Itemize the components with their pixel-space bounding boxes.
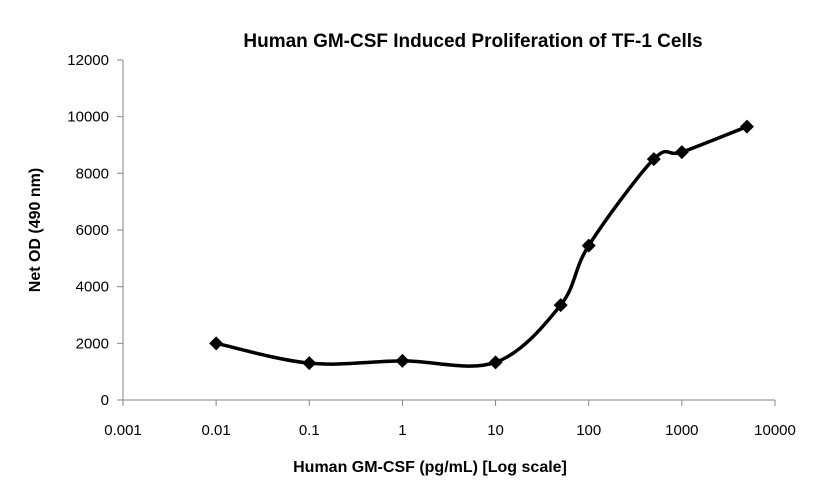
x-tick-label: 0.1 (299, 422, 320, 439)
series-line (215, 124, 748, 368)
x-tick-label: 10 (487, 422, 504, 439)
y-tick-label: 0 (101, 392, 109, 409)
x-axis-label: Human GM-CSF (pg/mL) [Log scale] (293, 459, 567, 476)
series (209, 119, 754, 371)
data-point (395, 353, 410, 368)
ticks: 0 2000 4000 6000 8000 10000 12000 0.001 0.01 0.1 1… (67, 52, 796, 439)
x-tick-label: 100 (576, 422, 601, 439)
y-tick-label: 8000 (76, 165, 109, 182)
x-tick-label: 1000 (665, 422, 698, 439)
data-point (581, 238, 596, 253)
y-tick-label: 2000 (76, 335, 109, 352)
chart-title: Human GM-CSF Induced Proliferation of TF… (243, 31, 702, 52)
y-tick-label: 4000 (76, 279, 109, 296)
x-tick-label: 10000 (754, 422, 796, 439)
data-point (488, 355, 503, 370)
x-tick-label: 0.01 (202, 422, 231, 439)
data-point (209, 336, 224, 351)
x-tick-label: 1 (398, 422, 406, 439)
axes (122, 60, 775, 401)
y-tick-label: 6000 (76, 222, 109, 239)
y-tick-label: 12000 (67, 52, 109, 69)
data-point (739, 119, 754, 134)
y-tick-label: 10000 (67, 109, 109, 126)
y-axis-label: Net OD (490 nm) (27, 168, 44, 292)
data-point (646, 152, 661, 167)
data-point (553, 298, 568, 313)
x-tick-label: 0.001 (104, 422, 142, 439)
data-point (674, 145, 689, 160)
data-point (302, 356, 317, 371)
